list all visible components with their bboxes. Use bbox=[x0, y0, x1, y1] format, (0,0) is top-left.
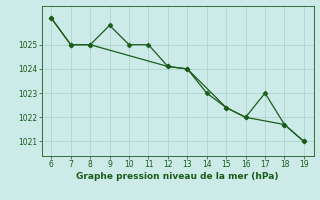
X-axis label: Graphe pression niveau de la mer (hPa): Graphe pression niveau de la mer (hPa) bbox=[76, 172, 279, 181]
